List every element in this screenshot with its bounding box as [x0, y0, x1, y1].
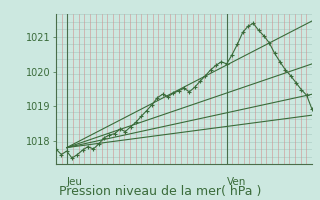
Text: Ven: Ven	[227, 177, 246, 187]
Text: Jeu: Jeu	[67, 177, 83, 187]
Text: Pression niveau de la mer( hPa ): Pression niveau de la mer( hPa )	[59, 185, 261, 198]
